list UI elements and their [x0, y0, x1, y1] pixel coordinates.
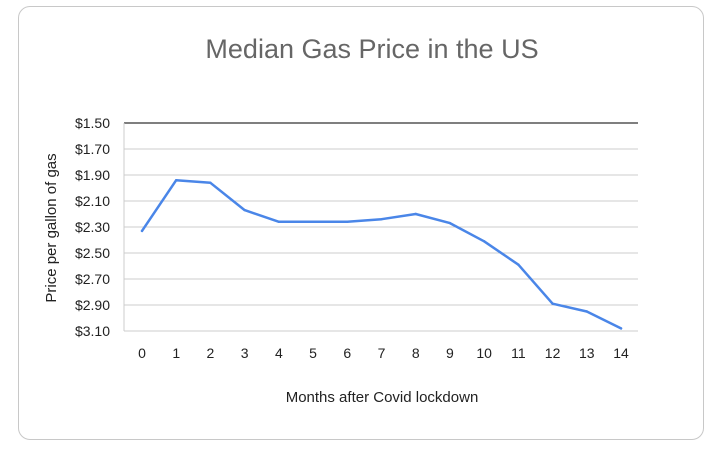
- data-point: [209, 181, 212, 184]
- series-group: [140, 178, 623, 330]
- x-tick-label: 9: [446, 345, 454, 361]
- chart-card: [18, 6, 704, 440]
- x-tick-label: 12: [545, 345, 561, 361]
- x-axis-label: Months after Covid lockdown: [286, 389, 479, 406]
- y-axis-ticks: $1.50 $1.70 $1.90 $2.10 $2.30 $2.50 $2.70 $2.90…: [75, 115, 110, 339]
- x-tick-label: 14: [613, 345, 629, 361]
- data-point: [585, 310, 588, 313]
- x-axis-ticks: 0 1 2 3 4 5 6 7 8 9 10 11 12 13 14: [138, 345, 629, 361]
- x-tick-label: 3: [241, 345, 249, 361]
- data-point: [140, 229, 144, 233]
- data-point: [277, 220, 281, 223]
- data-point: [551, 302, 554, 305]
- data-point: [448, 221, 452, 225]
- x-tick-label: 4: [275, 345, 283, 361]
- y-tick-label: $2.50: [75, 245, 110, 261]
- grid: [123, 122, 638, 332]
- data-point: [175, 179, 178, 182]
- x-tick-label: 1: [172, 345, 180, 361]
- y-tick-label: $2.90: [75, 297, 110, 313]
- y-tick-label: $2.30: [75, 219, 110, 235]
- x-tick-label: 7: [378, 345, 386, 361]
- x-tick-label: 0: [138, 345, 146, 361]
- data-point: [346, 220, 349, 223]
- x-tick-label: 11: [511, 345, 526, 361]
- data-point: [414, 212, 417, 216]
- x-tick-label: 2: [207, 345, 215, 361]
- y-tick-label: $2.70: [75, 271, 110, 287]
- series-line: [140, 178, 623, 330]
- data-point: [311, 220, 315, 223]
- y-tick-label: $3.10: [75, 323, 110, 339]
- y-tick-label: $2.10: [75, 193, 110, 209]
- data-point: [619, 327, 623, 330]
- data-point: [517, 263, 520, 266]
- y-tick-label: $1.70: [75, 141, 110, 157]
- data-point: [380, 218, 383, 221]
- data-point: [482, 240, 486, 243]
- chart-title: Median Gas Price in the US: [205, 34, 538, 64]
- x-tick-label: 13: [579, 345, 595, 361]
- y-tick-label: $1.50: [75, 115, 110, 131]
- x-tick-label: 10: [476, 345, 492, 361]
- x-tick-label: 6: [343, 345, 351, 361]
- y-axis-label: Price per gallon of gas: [43, 153, 60, 302]
- x-tick-label: 8: [412, 345, 420, 361]
- y-tick-label: $1.90: [75, 167, 110, 183]
- x-tick-label: 5: [309, 345, 317, 361]
- data-point: [243, 208, 246, 212]
